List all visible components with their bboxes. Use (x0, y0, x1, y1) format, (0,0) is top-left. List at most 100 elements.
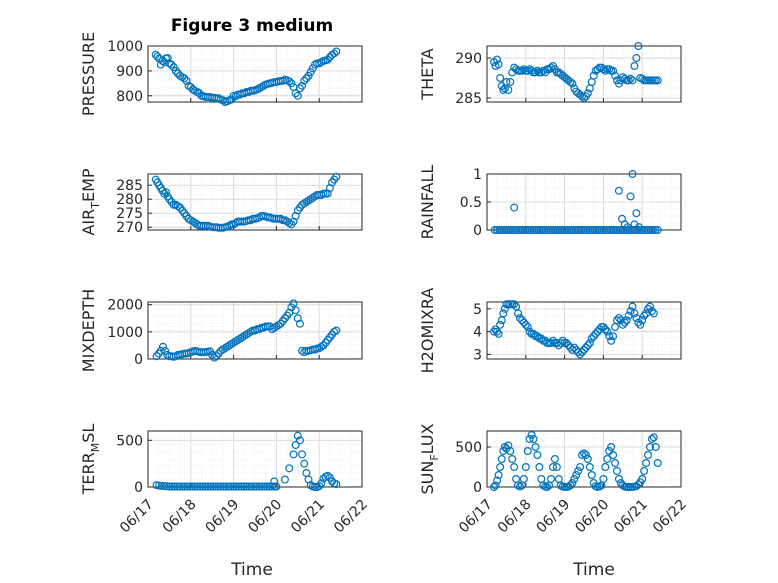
data-point (167, 482, 176, 491)
data-point (531, 68, 540, 77)
data-point (635, 223, 644, 232)
data-point (180, 74, 189, 83)
x-tick-label: 06/18 (160, 497, 200, 537)
data-point (300, 76, 309, 85)
data-point (550, 455, 559, 464)
data-point (203, 482, 212, 491)
axes-frame (147, 45, 363, 103)
data-point (645, 443, 654, 452)
x-tick-label: 06/21 (288, 497, 328, 537)
y-tick-label: 500 (116, 433, 143, 449)
data-point (173, 482, 182, 491)
data-point (219, 482, 228, 491)
data-point (167, 60, 176, 69)
data-point (611, 323, 620, 332)
data-point (576, 463, 585, 472)
data-point (504, 85, 513, 94)
data-point (210, 353, 219, 362)
y-tick-label: 0 (473, 223, 482, 239)
data-point (330, 327, 339, 336)
data-point (268, 482, 277, 491)
y-tick-label: 0.5 (460, 195, 482, 211)
x-axis-label-right: Time (572, 560, 615, 580)
data-point (642, 459, 651, 468)
data-point (515, 482, 524, 491)
data-point (543, 483, 552, 492)
data-point (585, 463, 594, 472)
data-point (155, 481, 164, 490)
data-point (523, 447, 532, 456)
data-point (496, 320, 505, 329)
data-point (558, 336, 567, 345)
data-point (499, 309, 508, 318)
data-point (626, 74, 635, 83)
x-tick-label: 06/18 (495, 497, 535, 537)
data-point (634, 41, 643, 50)
data-point (238, 333, 247, 342)
data-point (533, 66, 542, 75)
data-point (247, 482, 256, 491)
data-point (632, 53, 641, 62)
x-tick-label: 06/22 (650, 497, 690, 537)
data-point (287, 303, 296, 312)
data-point (323, 471, 332, 480)
data-point (216, 482, 225, 491)
data-point (651, 226, 660, 235)
data-point (591, 329, 600, 338)
data-point (556, 339, 565, 348)
data-point (227, 340, 236, 349)
data-point (289, 450, 298, 459)
data-point (223, 342, 232, 351)
data-point (285, 308, 294, 317)
axes-frame (147, 301, 363, 360)
data-point (607, 443, 616, 452)
data-point (237, 482, 246, 491)
y-tick-label: 2000 (107, 298, 143, 314)
data-point (240, 331, 249, 340)
data-point (612, 316, 621, 325)
data-point (332, 47, 341, 56)
data-point (158, 342, 167, 351)
data-point (529, 435, 538, 444)
data-point (609, 332, 618, 341)
data-point (206, 482, 215, 491)
data-point (274, 321, 283, 330)
y-tick-label: 270 (116, 220, 143, 236)
data-point (640, 311, 649, 320)
data-point (527, 431, 536, 440)
data-point (180, 482, 189, 491)
data-point (647, 307, 656, 316)
data-point (649, 309, 658, 318)
data-point (630, 61, 639, 70)
data-point (620, 74, 629, 83)
data-point (576, 350, 585, 359)
data-point (640, 467, 649, 476)
data-point (300, 459, 309, 468)
data-point (605, 447, 614, 456)
data-point (529, 329, 538, 338)
data-point (188, 482, 197, 491)
data-point (242, 482, 251, 491)
data-point (523, 66, 532, 75)
data-point (295, 436, 304, 445)
data-point (289, 299, 298, 308)
data-point (198, 482, 207, 491)
data-point (496, 73, 505, 82)
x-tick-label: 06/20 (245, 497, 285, 537)
data-point (169, 200, 178, 209)
data-point (612, 467, 621, 476)
data-point (510, 203, 519, 212)
data-point (272, 322, 281, 331)
data-point (620, 318, 629, 327)
y-axis-label: SUNFLUX (418, 423, 441, 494)
data-point (636, 320, 645, 329)
data-point (589, 71, 598, 80)
data-point (572, 471, 581, 480)
data-point (595, 482, 604, 491)
data-point (515, 313, 524, 322)
data-point (611, 459, 620, 468)
y-tick-label: 1 (473, 167, 482, 183)
data-point (317, 342, 326, 351)
data-point (644, 451, 653, 460)
